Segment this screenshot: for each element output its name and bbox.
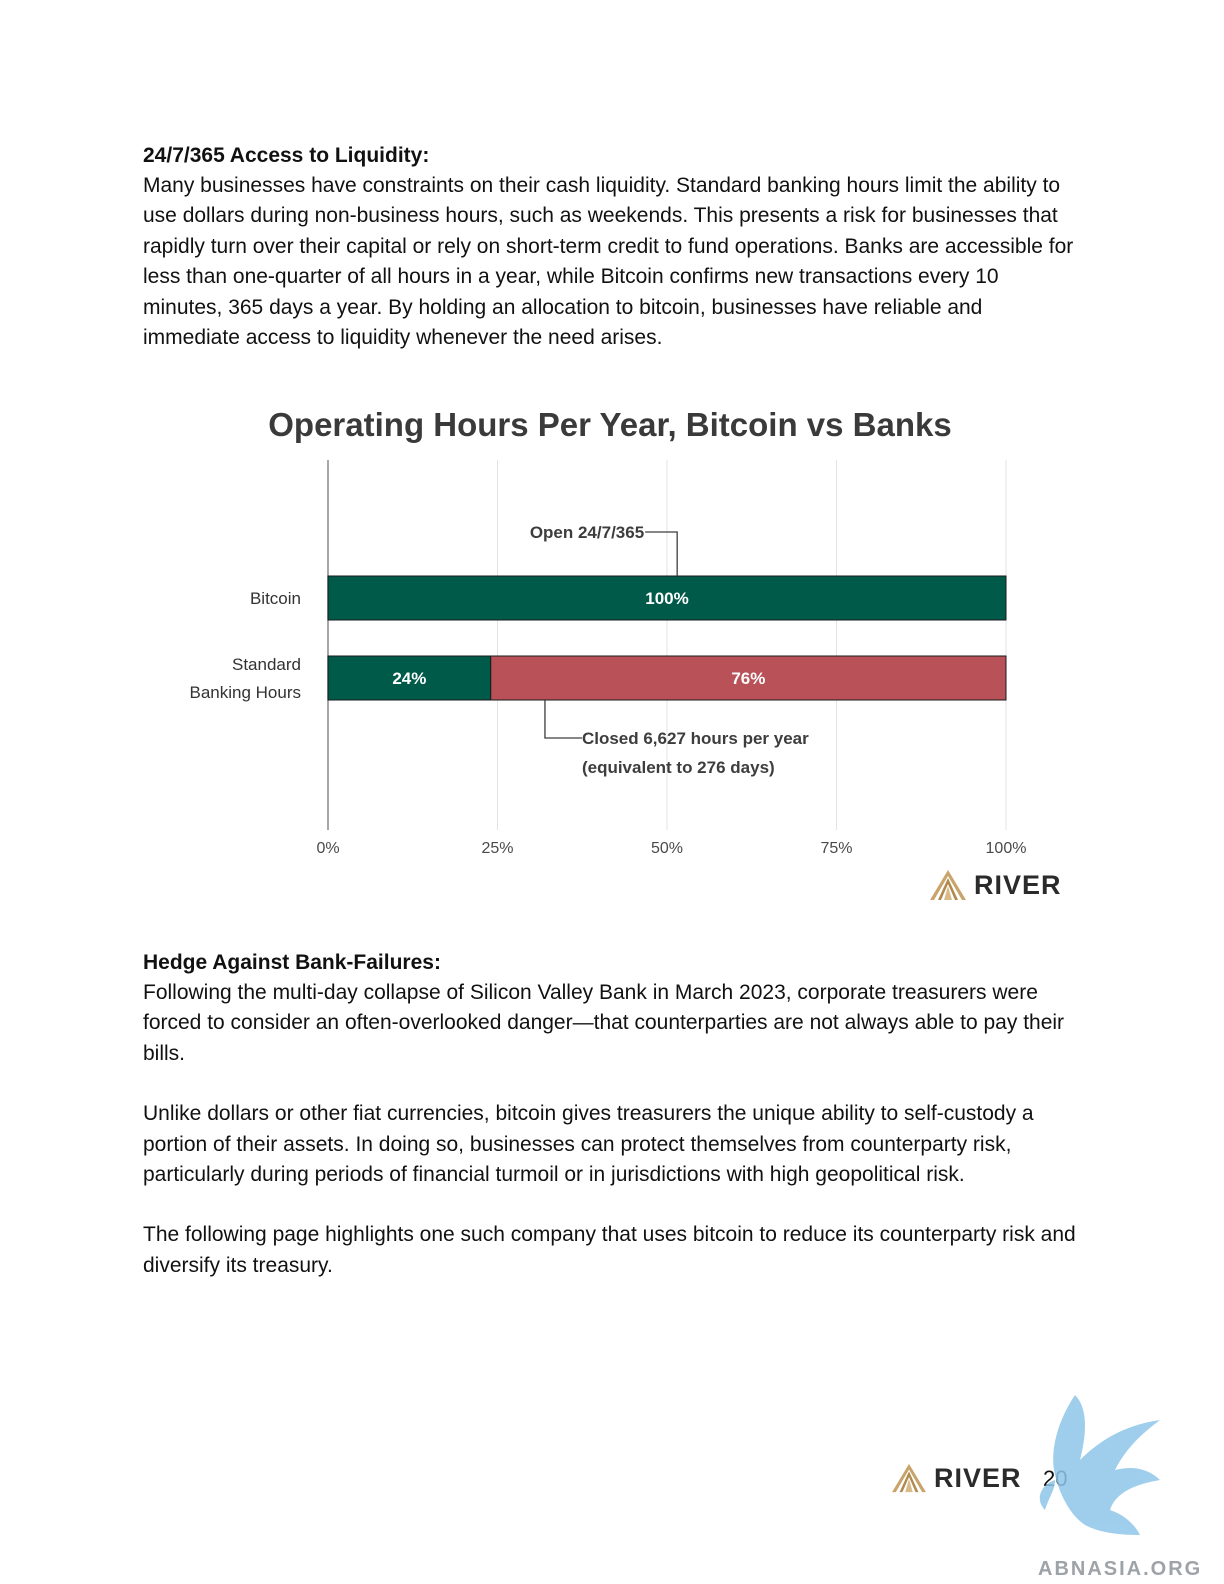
- bank-failure-heading: Hedge Against Bank-Failures:: [143, 951, 441, 974]
- chart-title: Operating Hours Per Year, Bitcoin vs Ban…: [268, 406, 952, 443]
- liquidity-paragraph: Many businesses have constraints on thei…: [143, 174, 1074, 350]
- chart-logo-text: RIVER: [974, 869, 1062, 900]
- river-mountain-icon: [892, 1463, 926, 1493]
- annotation-closed-text: Closed 6,627 hours per year: [582, 729, 809, 748]
- x-tick-label: 0%: [316, 840, 339, 857]
- footer-logo-text: RIVER: [934, 1462, 1022, 1493]
- bank-failure-paragraph-2: Unlike dollars or other fiat currencies,…: [143, 1102, 1034, 1187]
- bar-standard-banking-hours: [490, 655, 1007, 701]
- bar-bitcoin: [327, 575, 1007, 621]
- annotation-closed-subtext: (equivalent to 276 days): [582, 758, 775, 777]
- liquidity-heading: 24/7/365 Access to Liquidity:: [143, 144, 430, 167]
- bank-failure-paragraph-1: Following the multi-day collapse of Sili…: [143, 981, 1065, 1065]
- bar-standard-banking-hours: [327, 655, 492, 701]
- annotation-open-leader: [645, 531, 678, 576]
- bar-value-label: 76%: [731, 669, 765, 688]
- watermark-logo: ABNASIA.ORG: [1038, 1395, 1202, 1580]
- footer-river-logo: RIVER: [890, 1462, 1022, 1494]
- bank-failure-section: Hedge Against Bank-Failures: Following t…: [143, 948, 1083, 1281]
- watermark-text: ABNASIA.ORG: [1038, 1558, 1202, 1580]
- chart-river-logo: RIVER: [928, 868, 1062, 902]
- river-mountain-icon: [930, 870, 966, 900]
- x-tick-label: 100%: [986, 840, 1027, 857]
- x-tick-label: 50%: [651, 840, 683, 857]
- operating-hours-chart: 0% 25% 50% 75% 100% 100% Bitcoin 24% 76% Standard…: [150, 400, 1080, 920]
- bar-value-label: 100%: [645, 589, 688, 608]
- category-label: Bitcoin: [250, 589, 301, 608]
- liquidity-section: 24/7/365 Access to Liquidity: Many busin…: [143, 141, 1083, 353]
- bar-value-label: 24%: [392, 669, 426, 688]
- category-label: Banking Hours: [189, 683, 301, 702]
- chart-svg: 0% 25% 50% 75% 100% 100% Bitcoin 24% 76% Standard…: [189, 460, 1027, 857]
- x-tick-label: 75%: [820, 840, 852, 857]
- x-tick-label: 25%: [481, 840, 513, 857]
- category-label: Standard: [232, 655, 301, 674]
- annotation-closed-leader: [544, 700, 582, 739]
- annotation-open-text: Open 24/7/365: [530, 523, 644, 542]
- bank-failure-paragraph-3: The following page highlights one such c…: [143, 1223, 1076, 1277]
